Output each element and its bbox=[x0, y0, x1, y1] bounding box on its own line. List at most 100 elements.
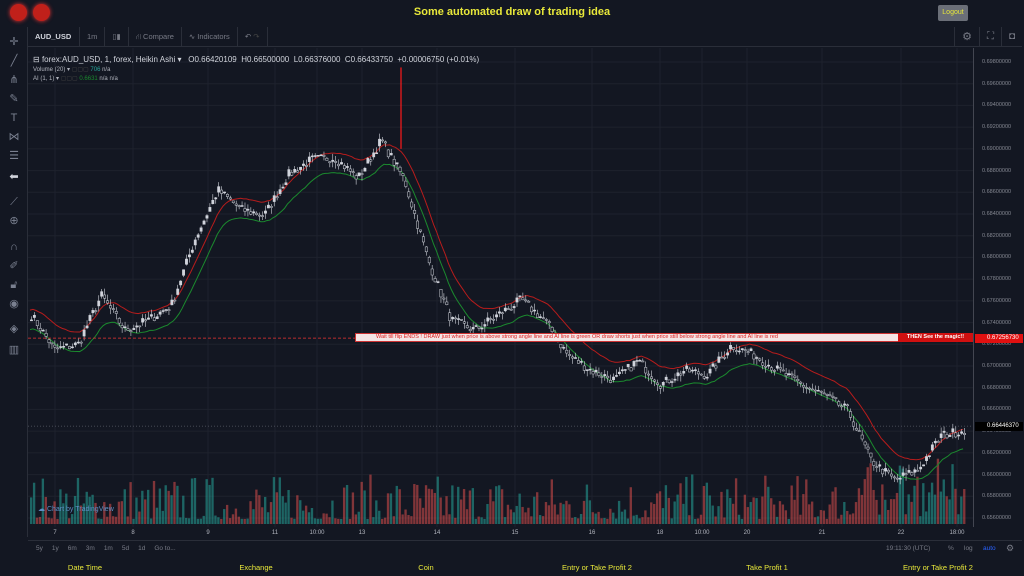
volume-bar bbox=[401, 514, 404, 524]
volume-bar bbox=[796, 476, 799, 524]
volume-bar bbox=[729, 498, 732, 524]
volume-bar bbox=[147, 489, 150, 524]
volume-bar bbox=[500, 489, 504, 524]
candle-body bbox=[536, 313, 539, 318]
volume-bar bbox=[454, 517, 457, 524]
price-tick-label: 0.67400000 bbox=[982, 319, 1012, 326]
settings-icon[interactable]: ⚙ bbox=[1006, 543, 1015, 553]
candle-body bbox=[799, 381, 803, 384]
time-tick-label: 10:00 bbox=[694, 530, 710, 536]
volume-bar bbox=[670, 518, 673, 524]
magnet-icon[interactable]: ∩ bbox=[10, 241, 18, 253]
time-range-button[interactable]: 1y bbox=[51, 545, 59, 552]
volume-bar bbox=[960, 496, 963, 524]
red-logo-icon[interactable] bbox=[10, 4, 27, 21]
indicators-button[interactable]: ∿ Indicators bbox=[182, 26, 238, 47]
volume-bar bbox=[629, 487, 632, 524]
volume-bar bbox=[553, 504, 556, 524]
fullscreen-icon[interactable]: ⛶ bbox=[980, 26, 1002, 47]
time-range-button[interactable]: Go to... bbox=[154, 545, 176, 552]
time-range-button[interactable]: 3m bbox=[85, 545, 95, 552]
volume-bar bbox=[860, 494, 864, 524]
candle-body bbox=[506, 308, 510, 310]
red-logo-icon[interactable] bbox=[33, 4, 50, 21]
time-range-button[interactable]: 5d bbox=[121, 545, 130, 552]
volume-bar bbox=[495, 486, 498, 524]
candle-body bbox=[729, 345, 732, 350]
time-range-button[interactable]: 5y bbox=[36, 545, 43, 552]
time-tick-label: 10:00 bbox=[309, 530, 325, 536]
brush-icon[interactable]: ✎ bbox=[9, 93, 19, 105]
volume-bar bbox=[661, 508, 665, 524]
unlock-icon[interactable]: 🔓︎ bbox=[10, 279, 18, 291]
eye-icon[interactable]: ◉ bbox=[9, 298, 19, 310]
candle-body bbox=[343, 165, 346, 170]
auto-toggle[interactable]: auto bbox=[983, 545, 996, 552]
lock-pencil-icon[interactable]: ✐ bbox=[9, 260, 19, 272]
annotation-banner[interactable]: Wait till flip ENDS ! DRAW just when pri… bbox=[355, 333, 973, 342]
candle-body bbox=[626, 364, 630, 368]
footer-label: Take Profit 1 bbox=[746, 563, 788, 572]
candle-body bbox=[164, 309, 168, 311]
redo-icon[interactable]: ↷ bbox=[253, 31, 260, 41]
candle-body bbox=[483, 324, 487, 327]
indicators-icon: ∿ bbox=[188, 31, 198, 41]
trash-icon[interactable]: ▥ bbox=[8, 344, 20, 356]
volume-bar bbox=[951, 464, 954, 524]
interval-selector[interactable]: 1m bbox=[80, 26, 106, 47]
last-price-label: 0.66446370 bbox=[975, 421, 1023, 431]
candle-body bbox=[696, 371, 700, 375]
ai-indicator-label[interactable]: AI (1, 1) bbox=[33, 76, 55, 82]
volume-bar bbox=[588, 500, 592, 524]
volume-bar bbox=[939, 491, 943, 524]
fork-icon[interactable]: ⋔ bbox=[9, 74, 19, 86]
symbol-selector[interactable]: AUD_USD bbox=[28, 26, 80, 47]
volume-bar bbox=[120, 501, 124, 524]
horizontal-line-price-label: 0.67256730 bbox=[975, 333, 1023, 343]
trend-line-icon[interactable]: ╱ bbox=[10, 55, 18, 67]
price-chart[interactable] bbox=[28, 48, 973, 527]
volume-bar bbox=[264, 496, 267, 524]
percent-toggle[interactable]: % bbox=[948, 545, 954, 552]
candle-body bbox=[345, 166, 349, 168]
time-range-button[interactable]: 1m bbox=[103, 545, 113, 552]
settings-icon[interactable]: ⚙ bbox=[954, 26, 980, 47]
series-title[interactable]: forex:AUD_USD, 1, forex, Heikin Ashi bbox=[41, 55, 176, 64]
crosshair-icon[interactable]: ✛ bbox=[9, 36, 19, 48]
volume-bar bbox=[667, 497, 670, 524]
candle-body bbox=[714, 365, 718, 369]
zoom-in-icon[interactable]: ⊕ bbox=[9, 215, 19, 227]
candle-body bbox=[708, 368, 712, 374]
candle-body bbox=[325, 157, 329, 161]
compare-button[interactable]: ⛙ Compare bbox=[129, 26, 182, 47]
undo-icon[interactable]: ↶ bbox=[244, 31, 252, 41]
volume-bar bbox=[664, 485, 668, 524]
volume-bar bbox=[644, 510, 647, 524]
time-axis[interactable]: 7 8 9 11 10:00 13 14 15 16 18 10:00 20 21 22 18:00 bbox=[28, 527, 973, 540]
back-arrow-icon[interactable]: ⬅ bbox=[9, 171, 19, 183]
price-axis[interactable]: 0.69800000 0.69600000 0.69400000 0.69200000… bbox=[973, 48, 1023, 527]
layers-icon[interactable]: ◈ bbox=[9, 323, 19, 335]
logout-button[interactable]: Logout bbox=[938, 5, 968, 21]
text-icon[interactable]: T bbox=[10, 112, 18, 124]
time-tick-label: 7 bbox=[53, 530, 57, 536]
volume-indicator-label[interactable]: Volume (20) bbox=[33, 67, 66, 73]
collapse-icon[interactable]: ⊟ bbox=[33, 55, 40, 64]
prediction-icon[interactable]: ☰ bbox=[9, 150, 19, 162]
pattern-icon[interactable]: ⋈ bbox=[8, 131, 20, 143]
tradingview-watermark[interactable]: ☁ Chart by TradingView bbox=[38, 506, 114, 513]
volume-bar bbox=[386, 493, 390, 524]
camera-icon[interactable]: ◘ bbox=[1008, 30, 1015, 42]
candle-body bbox=[392, 159, 396, 166]
candle-body bbox=[606, 375, 610, 379]
candle-body bbox=[433, 278, 437, 283]
log-toggle[interactable]: log bbox=[964, 545, 973, 552]
chart-type-icon[interactable]: ▯▮ bbox=[105, 26, 129, 47]
volume-bar bbox=[325, 513, 328, 524]
time-range-button[interactable]: 6m bbox=[67, 545, 77, 552]
time-range-button[interactable]: 1d bbox=[138, 545, 146, 552]
ruler-icon[interactable]: ⟋ bbox=[10, 196, 18, 208]
volume-bar bbox=[875, 499, 878, 524]
candle-body bbox=[103, 294, 107, 299]
undo-redo[interactable]: ↶ ↷ bbox=[238, 26, 268, 47]
